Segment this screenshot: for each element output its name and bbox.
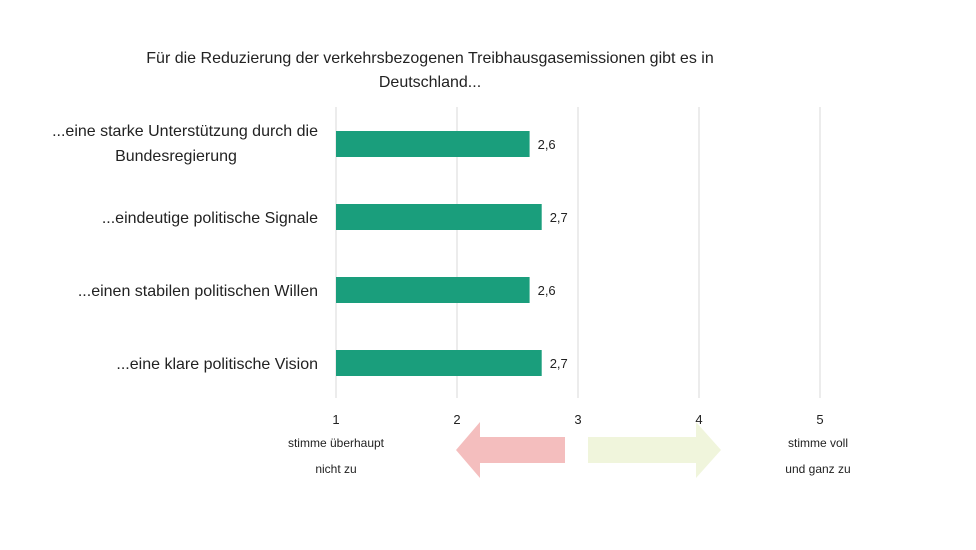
left-arrow-icon: [456, 422, 565, 478]
scale-left-label: stimme überhaupt: [288, 436, 385, 450]
category-label: ...eine starke Unterstützung durch die: [52, 123, 318, 140]
bar: [336, 277, 530, 303]
scale-right-label: und ganz zu: [785, 462, 850, 476]
bar: [336, 350, 542, 376]
chart-title: Für die Reduzierung der verkehrsbezogene…: [146, 50, 713, 91]
bar: [336, 131, 530, 157]
category-label: ...eine klare politische Vision: [116, 356, 318, 373]
chart-title-line: Deutschland...: [379, 74, 481, 91]
right-arrow-icon: [588, 422, 721, 478]
tick-label: 4: [695, 412, 702, 427]
data-label: 2,7: [550, 210, 568, 225]
x-axis-ticks: 1 2 3 4 5: [332, 412, 823, 427]
scale-right-label: stimme voll: [788, 436, 848, 450]
value-labels: 2,6 2,7 2,6 2,7: [538, 137, 568, 371]
scale-left-label: nicht zu: [315, 462, 356, 476]
category-label: ...einen stabilen politischen Willen: [78, 283, 318, 300]
tick-label: 2: [453, 412, 460, 427]
scale-end-labels: stimme überhaupt nicht zu stimme voll und g…: [288, 436, 851, 476]
data-label: 2,6: [538, 137, 556, 152]
data-label: 2,7: [550, 356, 568, 371]
bars: [336, 131, 542, 376]
category-label: Bundesregierung: [115, 148, 237, 165]
tick-label: 5: [816, 412, 823, 427]
tick-label: 3: [574, 412, 581, 427]
chart-title-line: Für die Reduzierung der verkehrsbezogene…: [146, 50, 713, 67]
scale-arrows: [456, 422, 721, 478]
bar: [336, 204, 542, 230]
tick-label: 1: [332, 412, 339, 427]
category-labels: ...eine starke Unterstützung durch die Bu…: [52, 123, 318, 373]
category-label: ...eindeutige politische Signale: [102, 210, 318, 227]
data-label: 2,6: [538, 283, 556, 298]
